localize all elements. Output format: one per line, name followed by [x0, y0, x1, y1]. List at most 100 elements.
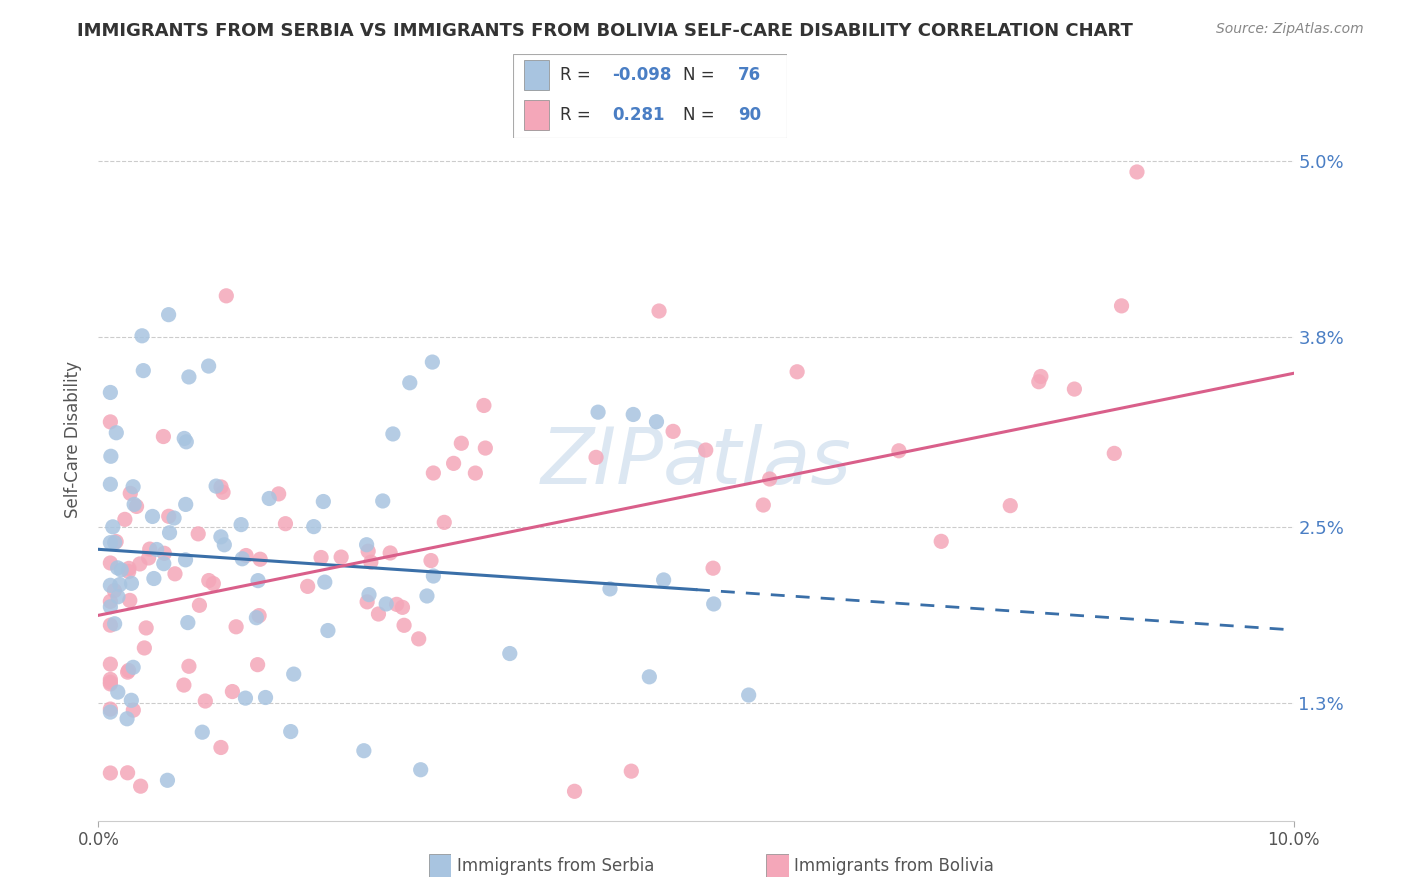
Point	[695, 443, 717, 458]
Point	[235, 691, 257, 706]
Point	[177, 370, 200, 384]
Point	[177, 659, 200, 673]
Point	[422, 466, 444, 480]
Point	[1029, 369, 1052, 384]
Point	[702, 561, 724, 575]
Point	[138, 551, 160, 566]
Point	[98, 657, 122, 672]
Point	[356, 538, 378, 552]
Point	[474, 441, 496, 455]
Point	[135, 621, 157, 635]
Text: R =: R =	[560, 105, 591, 123]
Point	[120, 486, 142, 500]
Point	[360, 555, 382, 569]
Point	[101, 520, 124, 534]
Point	[103, 583, 125, 598]
Point	[194, 694, 217, 708]
Point	[257, 491, 280, 506]
Point	[314, 575, 336, 590]
Point	[205, 479, 228, 493]
Point	[422, 569, 444, 583]
Point	[621, 408, 644, 422]
Point	[98, 556, 122, 570]
Point	[586, 405, 609, 419]
Point	[375, 597, 398, 611]
Text: 0.281: 0.281	[612, 105, 665, 123]
Point	[380, 546, 402, 560]
Point	[1104, 446, 1126, 460]
Point	[309, 550, 332, 565]
Point	[202, 576, 225, 591]
Point	[381, 426, 404, 441]
Point	[98, 702, 122, 716]
Point	[114, 512, 136, 526]
Point	[98, 677, 122, 691]
Point	[274, 516, 297, 531]
Point	[197, 359, 219, 373]
Point	[433, 516, 456, 530]
Point	[125, 500, 148, 514]
Text: Source: ZipAtlas.com: Source: ZipAtlas.com	[1216, 22, 1364, 37]
Point	[163, 566, 186, 581]
Point	[648, 304, 671, 318]
Point	[221, 684, 243, 698]
Point	[638, 670, 661, 684]
Point	[105, 425, 128, 440]
Point	[163, 511, 186, 525]
Point	[98, 578, 122, 592]
Point	[1028, 375, 1050, 389]
Point	[353, 744, 375, 758]
Point	[929, 534, 952, 549]
Point	[197, 574, 219, 588]
Point	[464, 466, 486, 480]
Point	[174, 497, 197, 511]
Point	[104, 535, 127, 549]
Point	[98, 385, 122, 400]
Point	[98, 705, 122, 719]
Point	[371, 494, 394, 508]
Point	[209, 740, 232, 755]
Point	[122, 660, 145, 674]
Point	[188, 599, 211, 613]
Point	[229, 517, 252, 532]
Point	[118, 593, 141, 607]
Point	[115, 712, 138, 726]
Point	[302, 519, 325, 533]
Point	[662, 425, 685, 439]
Point	[235, 549, 257, 563]
Point	[385, 598, 408, 612]
Point	[737, 688, 759, 702]
Point	[409, 763, 432, 777]
Point	[214, 538, 236, 552]
Point	[420, 553, 443, 567]
Text: 76: 76	[738, 66, 761, 84]
Point	[398, 376, 420, 390]
Point	[157, 509, 180, 524]
Point	[98, 618, 122, 632]
Point	[249, 552, 271, 566]
Point	[98, 594, 122, 608]
Point	[117, 765, 139, 780]
Point	[758, 472, 780, 486]
Point	[159, 525, 181, 540]
Point	[105, 534, 128, 549]
Point	[174, 553, 197, 567]
Point	[330, 550, 353, 565]
Point	[652, 573, 675, 587]
Point	[104, 616, 127, 631]
Point	[786, 365, 808, 379]
Point	[416, 589, 439, 603]
Point	[231, 551, 253, 566]
Point	[145, 542, 167, 557]
Point	[98, 673, 122, 687]
Point	[120, 693, 142, 707]
Text: ZIPatlas: ZIPatlas	[540, 425, 852, 500]
Point	[98, 535, 122, 549]
Point	[247, 574, 270, 588]
Point	[599, 582, 621, 596]
Point	[98, 675, 122, 690]
Point	[191, 725, 214, 739]
Point	[98, 415, 122, 429]
Point	[122, 480, 145, 494]
Point	[391, 600, 413, 615]
